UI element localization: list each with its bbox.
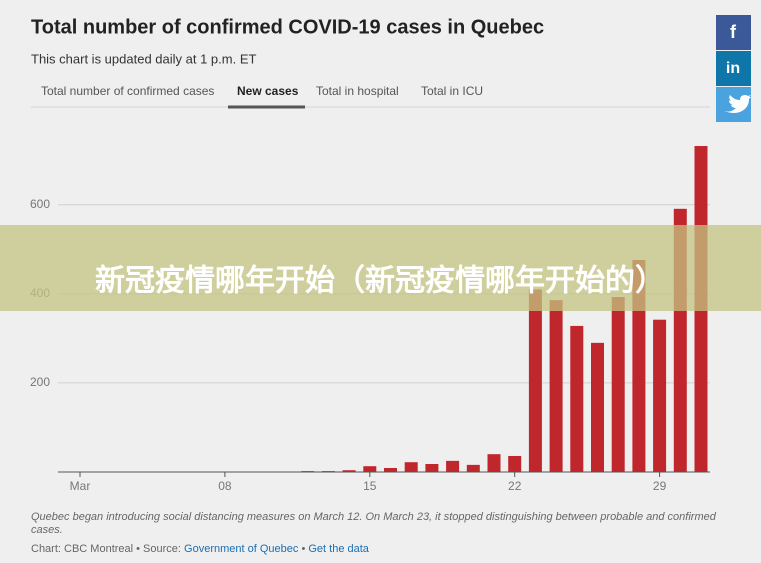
bar xyxy=(632,260,646,472)
chart-note: Quebec began introducing social distanci… xyxy=(31,511,716,536)
tab[interactable]: New cases xyxy=(237,84,299,98)
bar xyxy=(384,467,397,472)
bar xyxy=(611,296,625,472)
linkedin-icon: in xyxy=(726,60,740,77)
tab[interactable]: Total number of confirmed cases xyxy=(41,84,215,98)
chart-title: Total number of confirmed COVID-19 cases… xyxy=(31,16,544,38)
x-tick-label: 08 xyxy=(218,479,232,493)
y-tick-label: 200 xyxy=(30,375,50,389)
data-link[interactable]: Get the data xyxy=(308,543,369,555)
bar xyxy=(342,470,356,472)
linkedin-button[interactable] xyxy=(716,51,751,86)
x-tick-label: 29 xyxy=(653,479,667,493)
bar xyxy=(487,454,501,472)
facebook-button[interactable] xyxy=(716,15,751,50)
bar xyxy=(425,463,439,472)
source-link[interactable]: Government of Quebec xyxy=(184,543,299,555)
twitter-icon xyxy=(724,95,751,113)
facebook-icon: f xyxy=(730,22,737,42)
x-tick-label: Mar xyxy=(70,479,91,493)
bar xyxy=(508,455,522,472)
bar xyxy=(466,464,480,472)
tab[interactable]: Total in ICU xyxy=(421,84,484,98)
bar xyxy=(653,319,667,472)
overlay-text: 新冠疫情哪年开始（新冠疫情哪年开始的） xyxy=(95,264,665,299)
overlay-band xyxy=(0,225,761,311)
bar xyxy=(446,460,460,472)
separator: • xyxy=(301,543,306,555)
y-tick-label: 600 xyxy=(30,197,50,211)
bar xyxy=(363,466,377,472)
bar xyxy=(404,462,418,472)
chart-subtitle: This chart is updated daily at 1 p.m. ET xyxy=(31,51,256,66)
tab[interactable]: Total in hospital xyxy=(316,84,399,98)
bar xyxy=(321,471,335,472)
bar xyxy=(528,289,542,472)
bar xyxy=(570,325,584,472)
credit: Chart: CBC Montreal • Source: xyxy=(31,543,181,555)
bar xyxy=(549,300,563,472)
x-tick-label: 22 xyxy=(508,479,522,493)
bar xyxy=(301,471,315,472)
x-tick-label: 15 xyxy=(363,479,377,493)
bar xyxy=(591,342,604,472)
chart-credit-line: Chart: CBC Montreal • Source: Government… xyxy=(31,543,369,555)
